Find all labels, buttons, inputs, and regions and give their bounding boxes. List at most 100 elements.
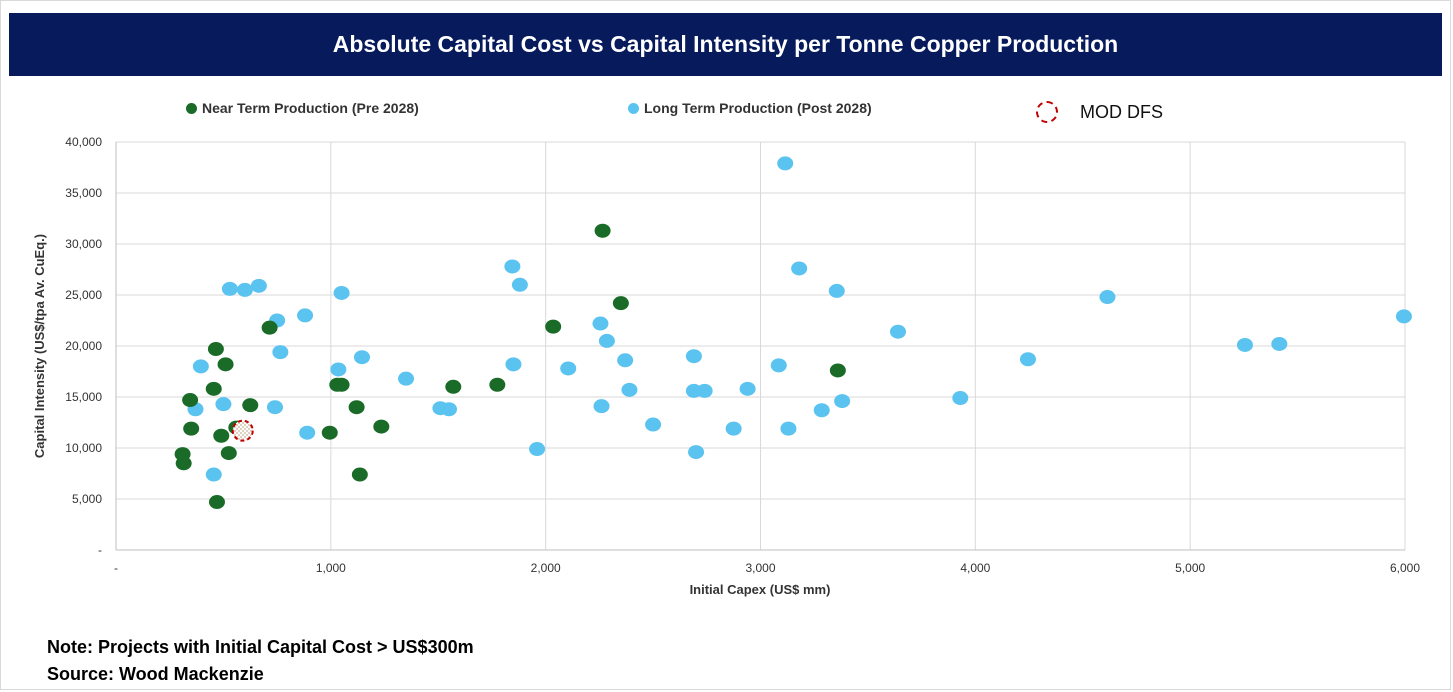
mod-dfs-point [231, 419, 254, 442]
chart-title: Absolute Capital Cost vs Capital Intensi… [9, 13, 1442, 76]
long-term-point [696, 383, 713, 398]
long-term-point [770, 358, 787, 373]
x-tick-label: 3,000 [745, 561, 775, 575]
long-term-point [353, 350, 370, 365]
legend-label-long-term: Long Term Production (Post 2028) [644, 100, 872, 116]
near-term-point [594, 223, 611, 238]
near-term-point [183, 421, 200, 436]
chart-legend: Near Term Production (Pre 2028) Long Ter… [0, 100, 1453, 130]
long-term-point [739, 381, 756, 396]
near-term-point [220, 446, 237, 461]
long-term-point [828, 283, 845, 298]
y-tick-label: 15,000 [65, 390, 102, 404]
near-term-point [351, 467, 368, 482]
source-text: Source: Wood Mackenzie [47, 664, 264, 684]
long-term-point [1395, 309, 1412, 324]
point-layer [174, 156, 1412, 510]
near-term-point [489, 377, 506, 392]
axis-layer: - 5,000 10,000 15,000 20,000 25,000 30,000 35,0… [65, 135, 1420, 575]
long-term-point [1099, 290, 1116, 305]
long-term-point [725, 421, 742, 436]
long-term-point [221, 281, 238, 296]
x-tick-label: 2,000 [531, 561, 561, 575]
long-term-point [598, 333, 615, 348]
long-term-point [685, 349, 702, 364]
chart-title-text: Absolute Capital Cost vs Capital Intensi… [332, 31, 1119, 57]
long-term-point [592, 316, 609, 331]
long-term-point [1236, 337, 1253, 352]
grid-layer [115, 141, 1406, 551]
long-term-point [192, 359, 209, 374]
near-term-point [829, 363, 846, 378]
near-term-point [445, 379, 462, 394]
long-term-point [297, 308, 314, 323]
near-term-point [242, 398, 259, 413]
y-tick-label: 35,000 [65, 186, 102, 200]
legend-item-near-term: Near Term Production (Pre 2028) [186, 100, 419, 116]
long-term-point [250, 278, 267, 293]
legend-label-mod: MOD DFS [1080, 101, 1163, 122]
long-term-point [272, 345, 289, 360]
y-tick-label: 40,000 [65, 135, 102, 149]
near-term-point [213, 428, 230, 443]
x-tick-label: 4,000 [960, 561, 990, 575]
long-term-point [889, 324, 906, 339]
near-term-point [321, 425, 338, 440]
near-term-point [261, 320, 278, 335]
legend-label-near-term: Near Term Production (Pre 2028) [202, 100, 419, 116]
long-term-point [236, 282, 253, 297]
y-tick-label: 10,000 [65, 441, 102, 455]
long-term-point [505, 357, 522, 372]
long-term-point [398, 371, 415, 386]
near-term-point [208, 495, 225, 510]
legend-swatch-mod [1036, 101, 1058, 123]
long-term-point [560, 361, 577, 376]
y-axis-label: Capital Intensity (US$/tpa Av. CuEq.) [32, 234, 47, 458]
chart-notes: Note: Projects with Initial Capital Cost… [47, 634, 474, 688]
near-term-point [612, 296, 629, 311]
note-text: Note: Projects with Initial Capital Cost… [47, 637, 474, 657]
long-term-point [593, 399, 610, 414]
x-tick-label: - [114, 561, 118, 575]
near-term-point [545, 319, 562, 334]
long-term-point [621, 382, 638, 397]
long-term-point [688, 445, 705, 460]
near-term-point [348, 400, 365, 415]
long-term-point [299, 425, 316, 440]
long-term-point [1019, 352, 1036, 367]
long-term-point [529, 442, 546, 457]
long-term-point [215, 397, 232, 412]
near-term-point [207, 342, 224, 357]
y-tick-label: 5,000 [72, 492, 102, 506]
long-term-point [511, 277, 528, 292]
near-term-point [373, 419, 390, 434]
long-term-point [266, 400, 283, 415]
long-term-point [791, 261, 808, 276]
y-tick-label: 30,000 [65, 237, 102, 251]
long-term-point [330, 362, 347, 377]
long-term-point [440, 402, 457, 417]
long-term-point [617, 353, 634, 368]
legend-item-long-term: Long Term Production (Post 2028) [628, 100, 872, 116]
long-term-point [834, 394, 851, 409]
near-term-point [175, 456, 192, 471]
legend-swatch-long-term [628, 102, 639, 114]
long-term-point [813, 403, 830, 418]
y-tick-label: 20,000 [65, 339, 102, 353]
near-term-point [217, 357, 234, 372]
legend-item-mod: MOD DFS [1036, 101, 1163, 123]
legend-swatch-near-term [186, 102, 197, 114]
x-axis-label: Initial Capex (US$ mm) [690, 582, 831, 597]
near-term-point [205, 381, 222, 396]
long-term-point [952, 391, 969, 406]
long-term-point [1271, 336, 1288, 351]
long-term-point [780, 421, 797, 436]
x-tick-label: 5,000 [1175, 561, 1205, 575]
near-term-point [333, 377, 350, 392]
long-term-point [777, 156, 794, 171]
near-term-point [182, 393, 199, 408]
y-tick-label: 25,000 [65, 288, 102, 302]
x-tick-label: 1,000 [316, 561, 346, 575]
